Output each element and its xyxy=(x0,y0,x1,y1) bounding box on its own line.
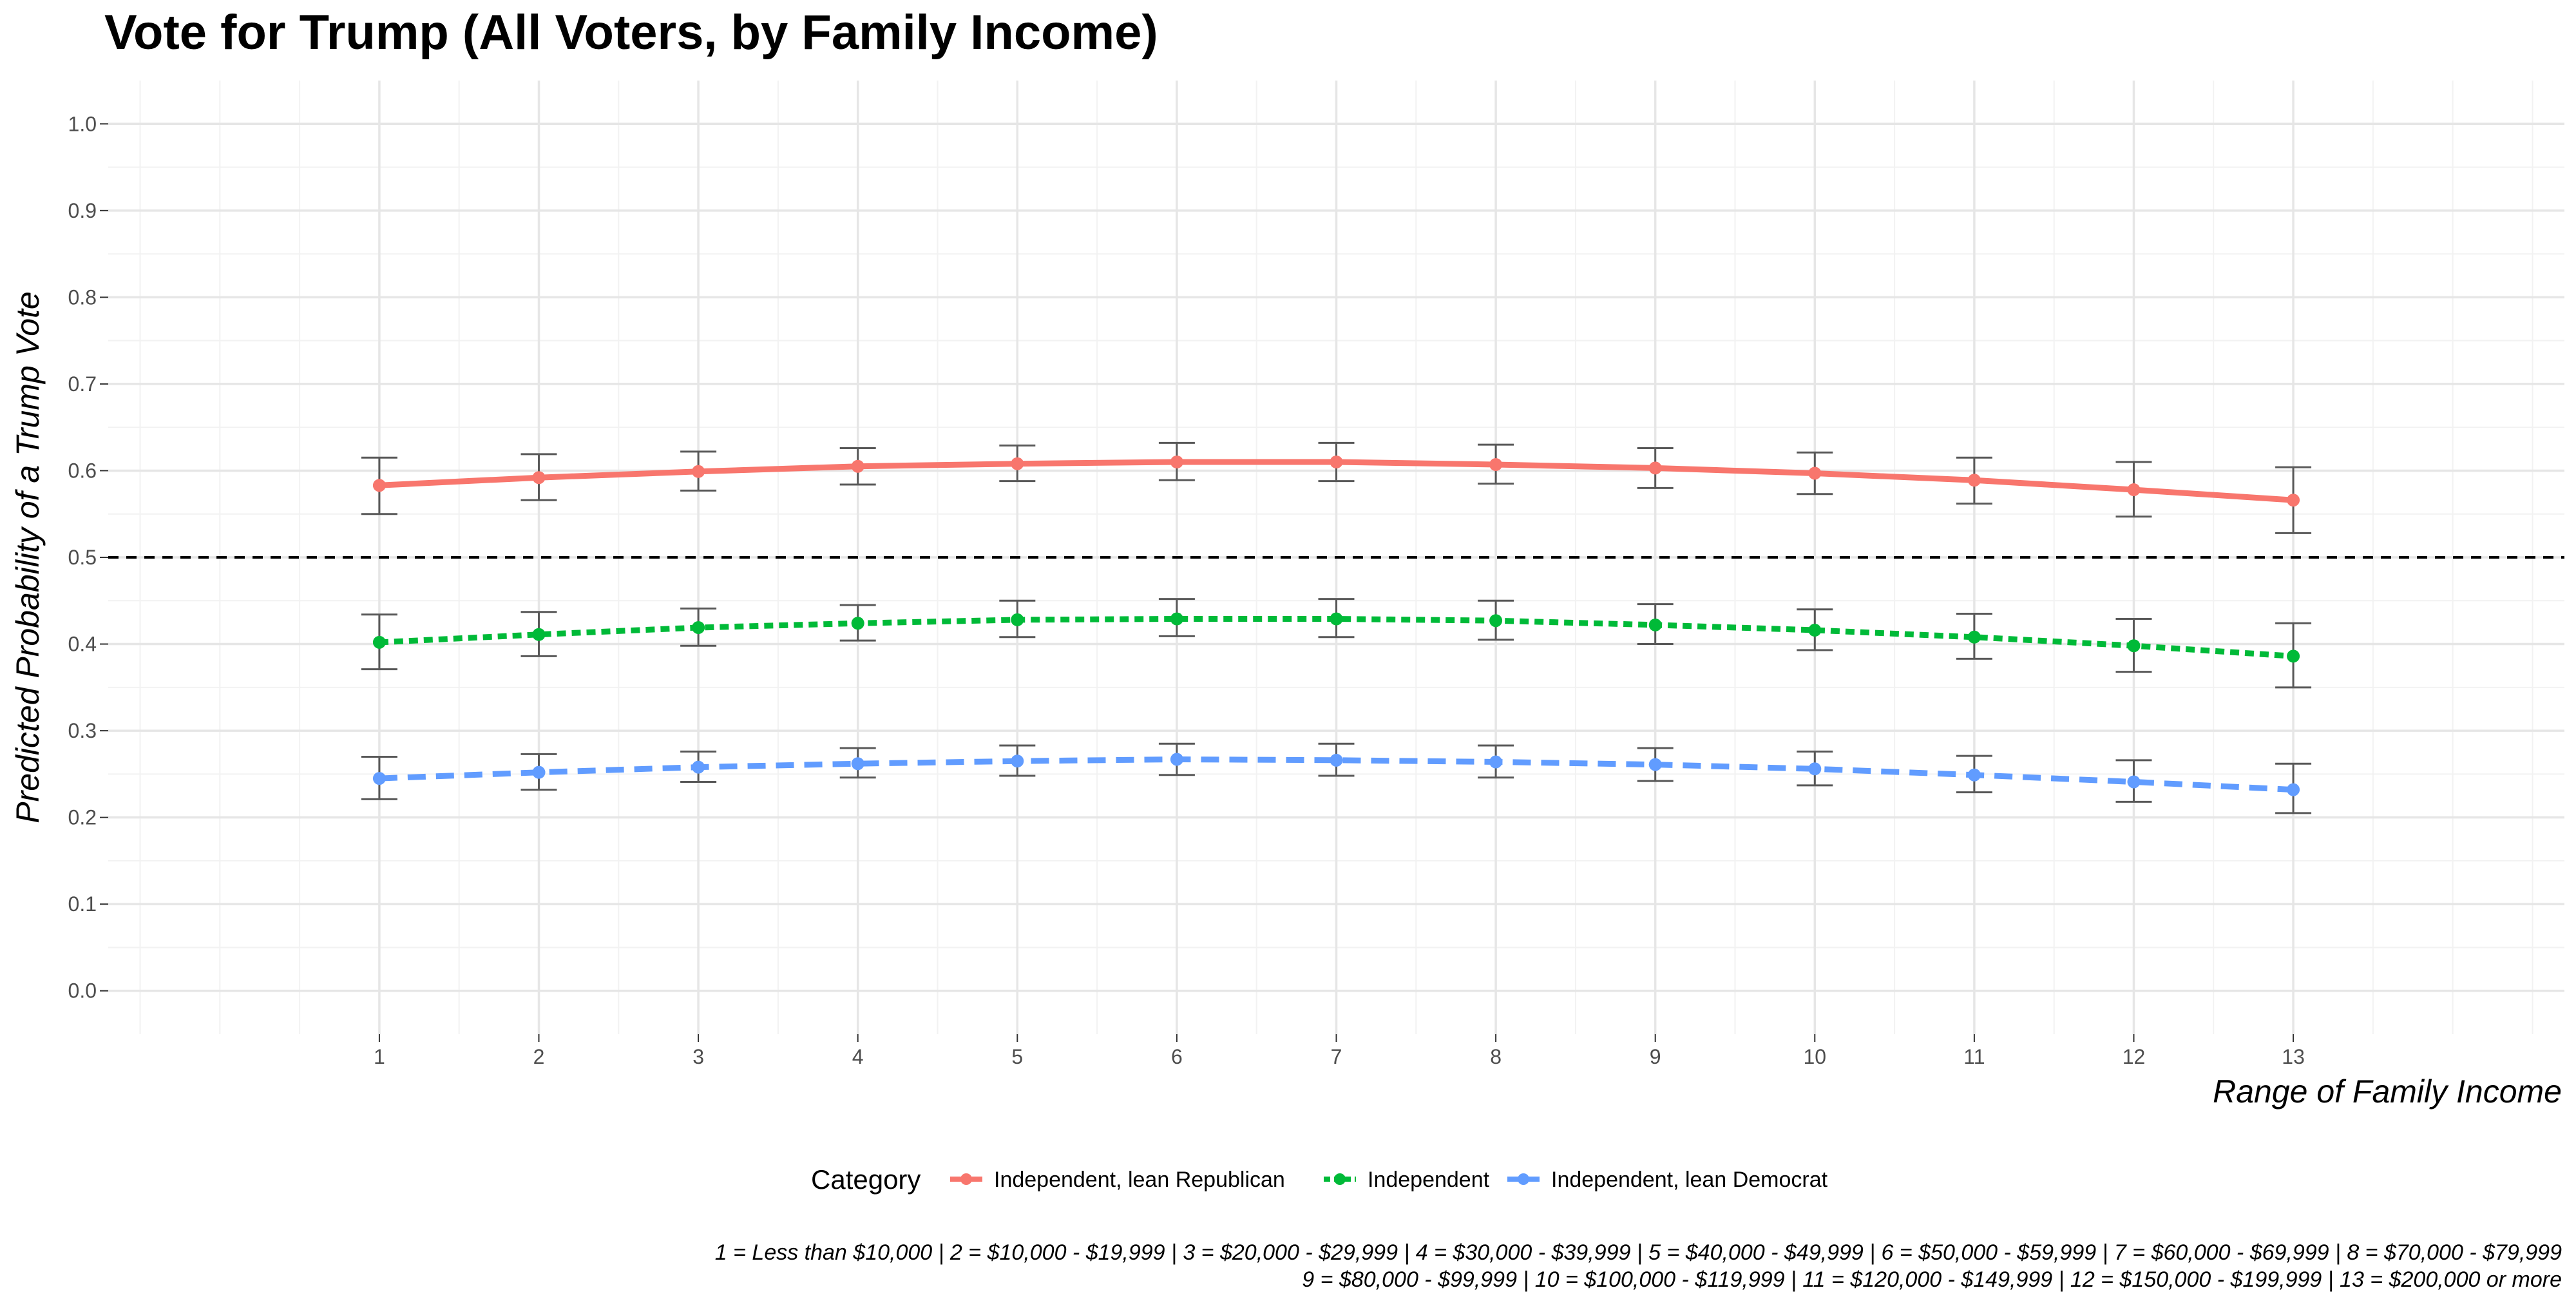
data-point xyxy=(1170,753,1183,766)
caption-line-1: 1 = Less than $10,000 | 2 = $10,000 - $1… xyxy=(715,1240,2562,1265)
data-point xyxy=(2287,783,2300,796)
y-tick-label: 1.0 xyxy=(68,112,97,135)
x-tick-label: 3 xyxy=(692,1045,704,1068)
x-tick-label: 10 xyxy=(1803,1045,1826,1068)
data-point xyxy=(2287,649,2300,663)
data-point xyxy=(1489,614,1503,628)
x-tick-label: 9 xyxy=(1650,1045,1661,1068)
data-point xyxy=(372,772,386,785)
legend: Category Independent, lean Republican Ind… xyxy=(811,1164,1828,1195)
y-tick-label: 0.8 xyxy=(68,285,97,309)
data-point xyxy=(1967,474,1981,487)
data-point xyxy=(692,760,705,774)
y-tick-label: 0.3 xyxy=(68,719,97,742)
data-point xyxy=(851,459,864,473)
y-tick-label: 0.6 xyxy=(68,459,97,482)
data-point xyxy=(532,471,546,485)
x-tick-label: 6 xyxy=(1171,1045,1183,1068)
legend-key-point xyxy=(960,1173,972,1185)
data-point xyxy=(532,765,546,779)
data-point xyxy=(372,479,386,492)
data-point xyxy=(2127,775,2141,789)
y-tick-label: 0.4 xyxy=(68,633,97,656)
data-point xyxy=(1489,458,1503,472)
data-point xyxy=(851,617,864,630)
y-tick-label: 0.1 xyxy=(68,892,97,916)
x-tick-label: 1 xyxy=(374,1045,385,1068)
y-tick-label: 0.9 xyxy=(68,199,97,222)
data-point xyxy=(1967,768,1981,782)
x-tick-label: 12 xyxy=(2123,1045,2146,1068)
data-point xyxy=(1808,624,1822,637)
caption-line-2: 9 = $80,000 - $99,999 | 10 = $100,000 - … xyxy=(1302,1267,2562,1292)
data-point xyxy=(1170,456,1183,468)
x-tick-label: 13 xyxy=(2282,1045,2305,1068)
legend-key-point xyxy=(1334,1173,1346,1185)
data-point xyxy=(1011,613,1024,626)
x-tick-label: 5 xyxy=(1011,1045,1023,1068)
legend-item: Independent xyxy=(1324,1168,1490,1192)
data-point xyxy=(372,635,386,649)
legend-label: Independent, lean Republican xyxy=(994,1168,1285,1192)
data-point xyxy=(2127,483,2141,497)
data-point xyxy=(1330,753,1343,767)
x-tick-label: 2 xyxy=(533,1045,545,1068)
y-tick-label: 0.5 xyxy=(68,546,97,569)
chart-title: Vote for Trump (All Voters, by Family In… xyxy=(104,5,1158,60)
grid-lines xyxy=(108,81,2564,1034)
data-point xyxy=(1648,618,1662,631)
legend-title: Category xyxy=(811,1164,921,1195)
data-point xyxy=(2287,494,2300,507)
data-point xyxy=(1808,762,1822,776)
x-axis-label: Range of Family Income xyxy=(2213,1073,2562,1110)
x-tick-label: 11 xyxy=(1963,1045,1985,1068)
data-point xyxy=(851,757,864,771)
data-point xyxy=(1330,456,1343,468)
data-point xyxy=(1170,612,1183,626)
data-point xyxy=(1808,466,1822,480)
y-tick-label: 0.7 xyxy=(68,372,97,396)
data-point xyxy=(1330,612,1343,626)
data-point xyxy=(692,465,705,478)
y-tick-label: 0.2 xyxy=(68,806,97,829)
data-point xyxy=(532,628,546,641)
data-point xyxy=(1648,461,1662,475)
data-point xyxy=(2127,639,2141,653)
legend-item: Independent, lean Republican xyxy=(950,1168,1285,1192)
data-point xyxy=(1011,457,1024,470)
data-point xyxy=(1011,755,1024,768)
x-tick-label: 4 xyxy=(852,1045,864,1068)
legend-item: Independent, lean Democrat xyxy=(1507,1168,1828,1192)
x-tick-label: 7 xyxy=(1331,1045,1342,1068)
data-point xyxy=(1967,630,1981,644)
x-tick-labels: 1 2 3 4 5 6 7 8 9 10 11 12 13 xyxy=(374,1034,2305,1068)
data-points xyxy=(372,456,2300,796)
data-point xyxy=(692,620,705,634)
data-point xyxy=(1648,758,1662,771)
x-tick-label: 8 xyxy=(1490,1045,1502,1068)
legend-key-point xyxy=(1518,1173,1529,1185)
y-tick-label: 0.0 xyxy=(68,979,97,1003)
data-point xyxy=(1489,755,1503,769)
legend-label: Independent, lean Democrat xyxy=(1551,1168,1828,1192)
y-axis-label: Predicted Probability of a Trump Vote xyxy=(10,291,46,823)
y-tick-labels: 0.0 0.1 0.2 0.3 0.4 0.5 0.6 0.7 0.8 0.9 1.0 xyxy=(68,112,108,1003)
legend-label: Independent xyxy=(1368,1168,1490,1192)
